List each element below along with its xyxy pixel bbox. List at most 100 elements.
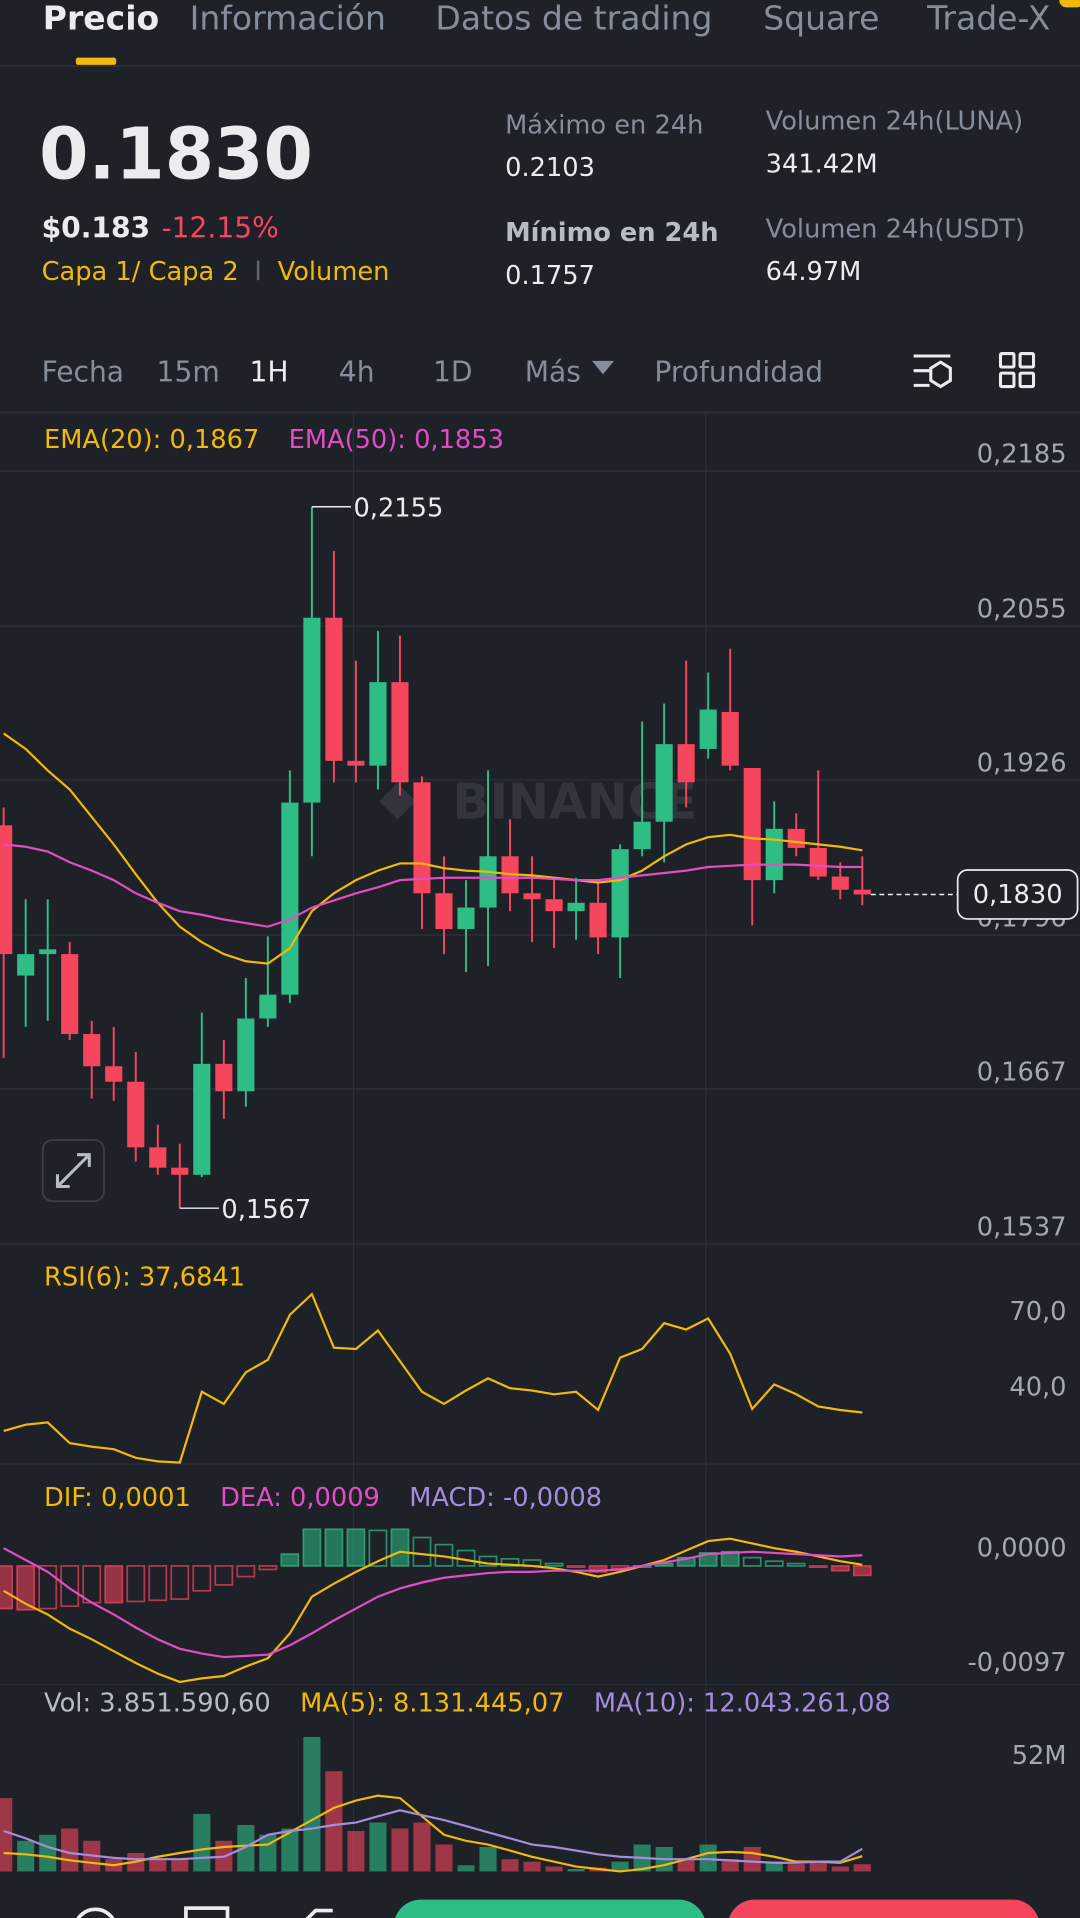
stat-value: 64.97M	[766, 257, 862, 287]
macd-bar	[698, 1552, 718, 1567]
volume-bar	[853, 1864, 871, 1872]
legend-item: MA(5): 8.131.445,07	[300, 1688, 564, 1718]
candle-body	[589, 902, 607, 938]
volume-bar	[237, 1824, 255, 1872]
interval[interactable]: 4h	[339, 356, 375, 389]
macd-bar	[412, 1536, 432, 1567]
candle-body	[545, 899, 563, 912]
ema-line	[3, 843, 863, 928]
y-tick-label: 52M	[1012, 1741, 1067, 1771]
macd-bar	[104, 1565, 124, 1604]
tab[interactable]: Square	[763, 0, 879, 37]
tab[interactable]: Precio	[43, 0, 159, 37]
last-price-label: 0,1830	[973, 880, 1063, 910]
candle-body	[259, 994, 277, 1019]
ema-line	[3, 732, 863, 965]
tag[interactable]: Volumen	[278, 257, 390, 287]
candle-body	[325, 617, 343, 761]
volume-bar	[501, 1859, 519, 1872]
interval[interactable]: Profundidad	[654, 356, 823, 389]
y-tick-label: 0,0000	[977, 1533, 1067, 1563]
volume-bar	[435, 1844, 453, 1872]
settings-icon[interactable]	[913, 354, 952, 389]
rsi-line	[3, 1292, 863, 1464]
candle-body	[193, 1063, 211, 1175]
volume-bar	[479, 1846, 497, 1872]
macd-bar	[148, 1565, 168, 1602]
expand-button[interactable]	[41, 1139, 105, 1203]
macd-line	[3, 1537, 863, 1684]
y-tick-label: 0,1537	[977, 1213, 1067, 1243]
interval[interactable]: Más	[525, 356, 581, 389]
interval[interactable]: 15m	[157, 356, 220, 389]
candle-body	[105, 1066, 123, 1082]
macd-bar	[258, 1565, 278, 1571]
tab-indicator	[75, 57, 117, 65]
icon[interactable]	[75, 1907, 117, 1918]
volume-bar	[831, 1866, 849, 1872]
macd-bar	[346, 1528, 366, 1567]
candle-body	[523, 893, 541, 900]
volume-bar	[677, 1859, 695, 1872]
macd-bar	[0, 1565, 14, 1610]
y-tick-label: -0,0097	[967, 1648, 1066, 1678]
candle-body	[787, 828, 805, 848]
macd-bar	[390, 1528, 410, 1567]
tab[interactable]: Trade-X	[926, 0, 1050, 37]
volume-bar	[457, 1865, 475, 1872]
candle-body	[699, 709, 717, 749]
volume-bar	[303, 1736, 321, 1872]
macd-bar	[566, 1565, 586, 1569]
macd-bar	[126, 1565, 146, 1603]
volume-bar	[809, 1861, 827, 1872]
macd-bar	[720, 1550, 740, 1567]
interval[interactable]: Fecha	[42, 356, 124, 389]
macd-bar	[214, 1565, 234, 1586]
candle-body	[853, 889, 871, 895]
volume-bar	[787, 1864, 805, 1872]
tab[interactable]: Datos de trading	[435, 0, 712, 37]
volume-bar	[523, 1861, 541, 1872]
candle-body	[611, 849, 629, 938]
volume-bar	[721, 1859, 739, 1872]
sell-button[interactable]	[728, 1899, 1040, 1918]
candle-body	[413, 782, 431, 894]
interval[interactable]: 1D	[433, 356, 473, 389]
interval[interactable]: 1H	[250, 356, 289, 389]
macd-bar	[830, 1565, 850, 1572]
volume-bar	[611, 1861, 629, 1872]
tab[interactable]: Información	[190, 0, 386, 37]
badge	[1059, 0, 1080, 8]
volume-bar	[39, 1834, 57, 1872]
volume-bar	[61, 1828, 79, 1872]
candle-body	[809, 847, 827, 877]
legend-item: MACD: -0,0008	[409, 1483, 602, 1513]
tag[interactable]: Capa 1/ Capa 2	[42, 257, 239, 287]
volume-bar	[171, 1859, 189, 1872]
icon[interactable]	[184, 1906, 230, 1918]
volume-bar	[281, 1828, 299, 1872]
volume-ma-line	[3, 1809, 863, 1864]
candle-body	[215, 1063, 233, 1092]
macd-bar	[808, 1565, 828, 1569]
macd-bar	[786, 1562, 806, 1567]
stat-label: Mínimo en 24h	[505, 218, 718, 248]
macd-bar	[38, 1565, 58, 1610]
y-tick-label: 0,1667	[977, 1058, 1067, 1088]
buy-button[interactable]	[394, 1899, 706, 1918]
volume-bar	[369, 1822, 387, 1872]
candle-body	[567, 902, 585, 912]
macd-bar	[60, 1565, 80, 1608]
volume-bar	[567, 1868, 585, 1872]
candle-body	[457, 907, 475, 930]
candle-body	[831, 876, 849, 890]
layout-icon[interactable]	[998, 352, 1036, 389]
candle-body	[281, 802, 299, 995]
icon[interactable]	[300, 1908, 333, 1918]
volume-bar	[325, 1771, 343, 1872]
y-tick-label: 0,2055	[977, 595, 1067, 625]
y-tick-label: 70,0	[1009, 1297, 1066, 1327]
volume-bar	[413, 1822, 431, 1872]
volume-bar	[17, 1840, 35, 1872]
